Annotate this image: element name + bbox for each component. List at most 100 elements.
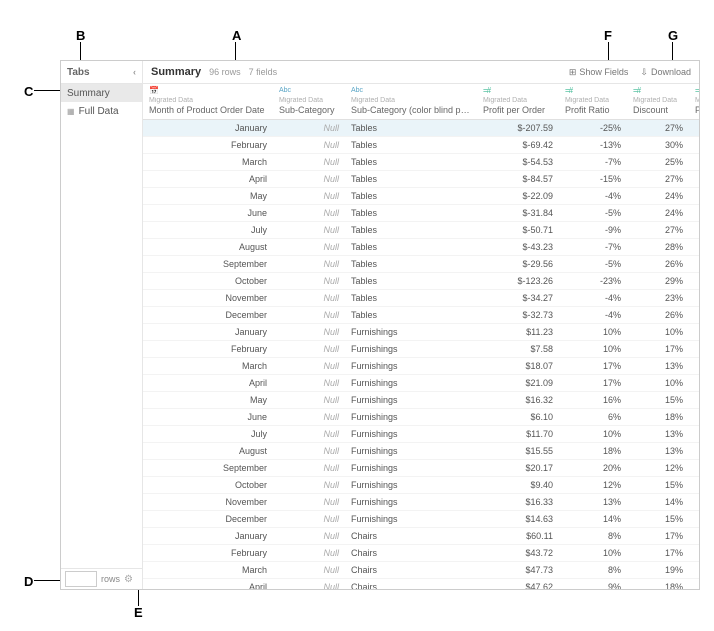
table-row[interactable]: JuneNullFurnishings$6.106%18%$341 [143,409,699,426]
cell: 10% [559,341,627,358]
table-row[interactable]: DecemberNullTables$-32.73-4%26%-$1,538 [143,307,699,324]
cell: April [143,171,273,188]
cell: 13% [559,494,627,511]
table-row[interactable]: JanuaryNullChairs$60.118%17%$902 [143,528,699,545]
table-row[interactable]: MarchNullTables$-54.53-7%25%-$1,200 [143,154,699,171]
cell: 15% [627,511,689,528]
table-row[interactable]: OctoberNullFurnishings$9.4012%15%$649 [143,477,699,494]
table-row[interactable]: MarchNullFurnishings$18.0717%13%$868 [143,358,699,375]
cell: -13% [559,137,627,154]
cell: $60.11 [477,528,559,545]
cell: -$1,438 [689,171,699,188]
sidebar-header: Tabs ‹ [61,61,142,84]
cell: Tables [345,137,477,154]
cell: January [143,528,273,545]
column-source: Migrated Data [279,97,339,104]
callout-F: F [604,28,612,43]
download-icon: ⇩ [640,67,648,78]
table-row[interactable]: SeptemberNullFurnishings$20.1720%12%$2,4… [143,460,699,477]
table-row[interactable]: NovemberNullFurnishings$16.3313%14%$2,23… [143,494,699,511]
cell: May [143,188,273,205]
column-header[interactable]: =#Migrated DataProfit per Order [477,84,559,120]
table-row[interactable]: AprilNullFurnishings$21.0917%10%$1,202 [143,375,699,392]
table-scroll[interactable]: 📅Migrated DataMonth of Product Order Dat… [143,84,699,589]
table-row[interactable]: FebruaryNullTables$-69.42-13%30%-$555 [143,137,699,154]
callout-C: C [24,84,33,99]
column-name: Sub-Category (color blind palette) [351,105,471,115]
cell: December [143,511,273,528]
cell: Null [273,443,345,460]
table-row[interactable]: JanuaryNullFurnishings$11.2310%10%$404 [143,324,699,341]
rows-count: 96 rows [209,67,241,77]
sidebar-title: Tabs [67,67,90,78]
cell: $14.63 [477,511,559,528]
column-name: Profit Ratio [565,105,621,115]
column-header[interactable]: =#Migrated DataProfit Ratio [559,84,627,120]
cell: January [143,120,273,137]
table-row[interactable]: SeptemberNullTables$-29.56-5%26%-$976 [143,256,699,273]
sidebar-tab-full-data[interactable]: ▦Full Data [61,102,142,120]
collapse-icon[interactable]: ‹ [133,67,136,77]
table-row[interactable]: MayNullTables$-22.09-4%24%-$375 [143,188,699,205]
download-button[interactable]: ⇩ Download [640,67,691,78]
cell: 30% [627,137,689,154]
table-row[interactable]: MayNullFurnishings$16.3216%15%$1,192 [143,392,699,409]
table-row[interactable]: AprilNullChairs$47.629%18%$1,714 [143,579,699,590]
rows-input[interactable] [65,571,97,587]
cell: 27% [627,120,689,137]
column-source: Migrated D... [695,97,699,104]
cell: 18% [559,443,627,460]
column-header[interactable]: AbcMigrated DataSub-Category (color blin… [345,84,477,120]
table-row[interactable]: JuneNullTables$-31.84-5%24%-$796 [143,205,699,222]
gear-icon[interactable]: ⚙ [124,574,133,585]
cell: -5% [559,205,627,222]
cell: November [143,290,273,307]
cell: April [143,375,273,392]
cell: June [143,205,273,222]
column-header[interactable]: =#Migrated D...Profit [689,84,699,120]
table-row[interactable]: FebruaryNullFurnishings$7.5810%17%$235 [143,341,699,358]
cell: $20.17 [477,460,559,477]
cell: $-54.53 [477,154,559,171]
table-row[interactable]: NovemberNullTables$-34.27-4%23%-$1,371 [143,290,699,307]
table-row[interactable]: JulyNullTables$-50.71-9%27%-$964 [143,222,699,239]
table-row[interactable]: AugustNullFurnishings$15.5518%13%$793 [143,443,699,460]
cell: Null [273,188,345,205]
table-row[interactable]: JulyNullFurnishings$11.7010%13%$748 [143,426,699,443]
number-icon: =# [633,86,683,96]
download-label: Download [651,67,691,77]
cell: Null [273,171,345,188]
cell: August [143,239,273,256]
cell: $793 [689,443,699,460]
column-header[interactable]: 📅Migrated DataMonth of Product Order Dat… [143,84,273,120]
table-row[interactable]: AugustNullTables$-43.23-7%28%-$1,254 [143,239,699,256]
column-header[interactable]: AbcMigrated DataSub-Category [273,84,345,120]
cell: Tables [345,239,477,256]
cell: August [143,443,273,460]
table-row[interactable]: DecemberNullFurnishings$14.6314%15%$1,99… [143,511,699,528]
cell: Chairs [345,528,477,545]
show-fields-button[interactable]: ⊞ Show Fields [569,67,629,78]
cell: 14% [559,511,627,528]
cell: Furnishings [345,460,477,477]
table-row[interactable]: AprilNullTables$-84.57-15%27%-$1,438 [143,171,699,188]
cell: October [143,477,273,494]
cell: 18% [627,409,689,426]
sidebar-tab-summary[interactable]: Summary [61,84,142,102]
table-row[interactable]: FebruaryNullChairs$43.7210%17%$743 [143,545,699,562]
column-header[interactable]: =#Migrated DataDiscount [627,84,689,120]
cell: 29% [627,273,689,290]
table-row[interactable]: JanuaryNullTables$-207.59-25%27%-$2,699 [143,120,699,137]
sidebar-footer: rows ⚙ [61,568,142,589]
header-actions: ⊞ Show Fields ⇩ Download [569,67,691,78]
table-row[interactable]: OctoberNullTables$-123.26-23%29%-$4,561 [143,273,699,290]
cell: $1,990 [689,511,699,528]
cell: 26% [627,256,689,273]
table-row[interactable]: MarchNullChairs$47.738%19%$1,718 [143,562,699,579]
cell: -5% [559,256,627,273]
cell: Tables [345,256,477,273]
column-source: Migrated Data [149,97,267,104]
cell: Null [273,273,345,290]
cell: 12% [559,477,627,494]
cell: 17% [559,358,627,375]
